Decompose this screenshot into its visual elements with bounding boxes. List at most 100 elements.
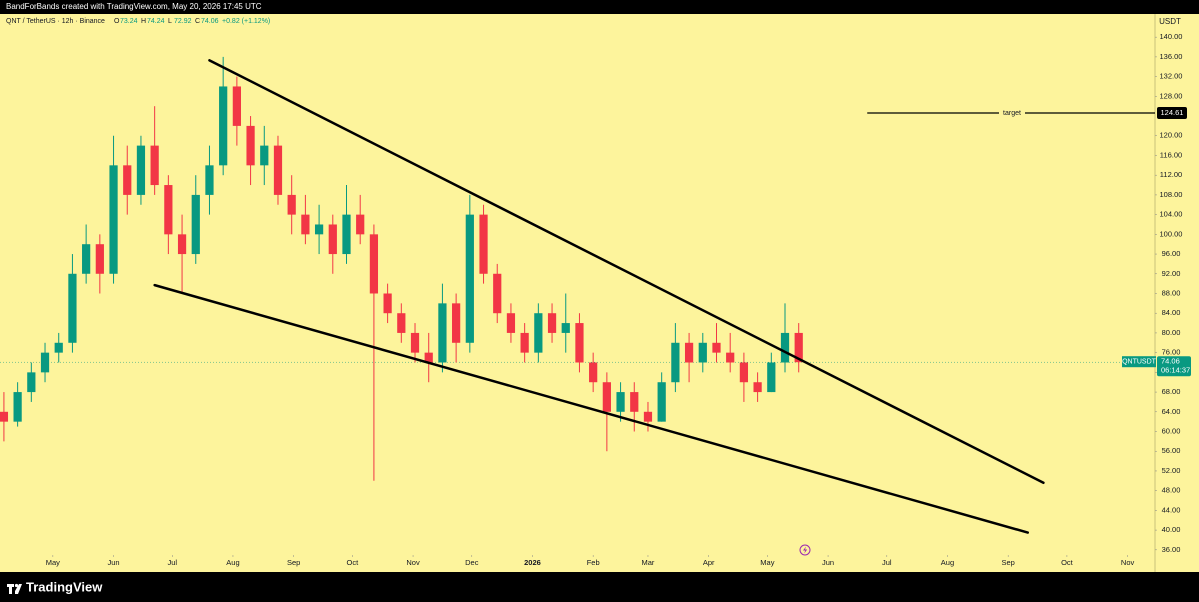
symbol-box xyxy=(1122,356,1156,368)
candle-body xyxy=(356,214,365,235)
legend-text: O xyxy=(114,18,120,25)
trendline xyxy=(208,59,1045,485)
candle-body xyxy=(698,342,707,363)
candle-body xyxy=(287,194,296,215)
candle-body xyxy=(616,392,625,412)
candle-body xyxy=(684,342,694,363)
legend-text: 74.24 xyxy=(147,18,165,25)
candle-body xyxy=(479,214,488,274)
countdown: 06:14:37 xyxy=(1161,366,1190,375)
y-tick-label: 108.00 xyxy=(1160,190,1183,199)
y-tick-label: 44.00 xyxy=(1162,505,1181,514)
y-tick-label: 64.00 xyxy=(1162,407,1181,416)
candle-body xyxy=(712,342,721,353)
last-price: 74.06 xyxy=(1161,357,1180,366)
x-tick-label: Jul xyxy=(167,558,177,567)
candle-body xyxy=(794,332,803,363)
target-label-bg xyxy=(999,108,1025,119)
candle-body xyxy=(68,273,77,343)
candle-body xyxy=(753,382,762,393)
x-tick-label: Feb xyxy=(587,558,600,567)
legend-text: 72.92 xyxy=(174,18,192,25)
target-price-box xyxy=(1157,107,1187,120)
candle-body xyxy=(726,352,735,363)
legend-text: QNT / TetherUS · 12h · Binance xyxy=(6,18,105,25)
x-tick-label: May xyxy=(760,558,774,567)
candle-body xyxy=(671,342,680,383)
candle-body xyxy=(438,303,447,363)
candle-body xyxy=(136,145,146,195)
candle-body xyxy=(260,145,269,166)
candle-body xyxy=(219,86,228,166)
candle-body xyxy=(534,313,543,353)
candle-body xyxy=(205,165,214,195)
candle-body xyxy=(547,313,557,333)
logo-icon xyxy=(7,584,22,594)
candle-body xyxy=(177,234,187,255)
candle-body xyxy=(643,411,653,422)
y-tick-label: 52.00 xyxy=(1162,466,1181,475)
y-tick-label: 100.00 xyxy=(1160,229,1183,238)
candle-body xyxy=(739,362,749,383)
y-tick-label: 36.00 xyxy=(1162,545,1181,554)
footer-logo: TradingView xyxy=(7,579,103,594)
candle-body xyxy=(164,185,173,235)
icon-bolt xyxy=(803,546,808,554)
symbol-label: QNTUSDT xyxy=(1122,359,1157,366)
y-tick-label: 136.00 xyxy=(1160,52,1183,61)
candle-body xyxy=(232,86,241,126)
candle-body xyxy=(589,362,598,383)
y-tick-label: 48.00 xyxy=(1162,486,1181,495)
y-tick-label: 96.00 xyxy=(1162,249,1181,258)
y-tick-label: 112.00 xyxy=(1160,170,1182,179)
chart-background xyxy=(0,14,1199,572)
candle-body xyxy=(397,313,406,333)
lightning-icon xyxy=(799,544,811,556)
candle-body xyxy=(424,352,433,363)
y-tick-label: 80.00 xyxy=(1162,328,1181,337)
x-tick-label: Oct xyxy=(347,558,360,567)
candle-body xyxy=(602,382,611,412)
legend-text: +0.82 (+1.12%) xyxy=(222,18,270,25)
x-tick-label: Nov xyxy=(406,558,420,567)
trendline xyxy=(153,283,1030,534)
x-tick-label: Jun xyxy=(107,558,119,567)
x-tick-label: Mar xyxy=(642,558,655,567)
y-tick-label: 88.00 xyxy=(1162,288,1181,297)
y-tick-label: 40.00 xyxy=(1162,525,1181,534)
x-tick-label: Sep xyxy=(287,558,300,567)
currency-label: USDT xyxy=(1159,17,1181,26)
y-tick-label: 68.00 xyxy=(1162,387,1181,396)
candle-body xyxy=(328,224,337,255)
x-tick-label: 2026 xyxy=(524,558,541,567)
y-tick-label: 104.00 xyxy=(1160,210,1183,219)
y-tick-label: 60.00 xyxy=(1162,426,1181,435)
candle-body xyxy=(82,244,91,274)
y-tick-label: 132.00 xyxy=(1160,72,1183,81)
candle-body xyxy=(410,332,420,353)
candle-body xyxy=(561,323,570,333)
candle-body xyxy=(13,392,22,422)
y-tick-label: 128.00 xyxy=(1160,91,1183,100)
x-tick-label: Aug xyxy=(226,558,239,567)
y-tick-label: 140.00 xyxy=(1160,32,1183,41)
icon-ring xyxy=(799,544,811,556)
y-tick-label: 76.00 xyxy=(1162,348,1181,357)
candle-body xyxy=(657,382,666,422)
candle-body xyxy=(109,165,118,274)
y-tick-label: 116.00 xyxy=(1160,150,1182,159)
candle-body xyxy=(0,411,9,422)
candle-body xyxy=(780,332,790,363)
target-label: target xyxy=(1003,110,1021,117)
target-price: 124.61 xyxy=(1161,108,1184,117)
x-tick-label: Jul xyxy=(882,558,892,567)
brand: TradingView xyxy=(26,579,103,594)
y-tick-label: 92.00 xyxy=(1162,269,1181,278)
candle-body xyxy=(767,362,776,393)
candle-body xyxy=(575,323,584,363)
legend-text: 73.24 xyxy=(120,18,138,25)
candle-body xyxy=(520,332,529,353)
x-tick-label: Jun xyxy=(822,558,834,567)
candle-body xyxy=(383,293,392,314)
